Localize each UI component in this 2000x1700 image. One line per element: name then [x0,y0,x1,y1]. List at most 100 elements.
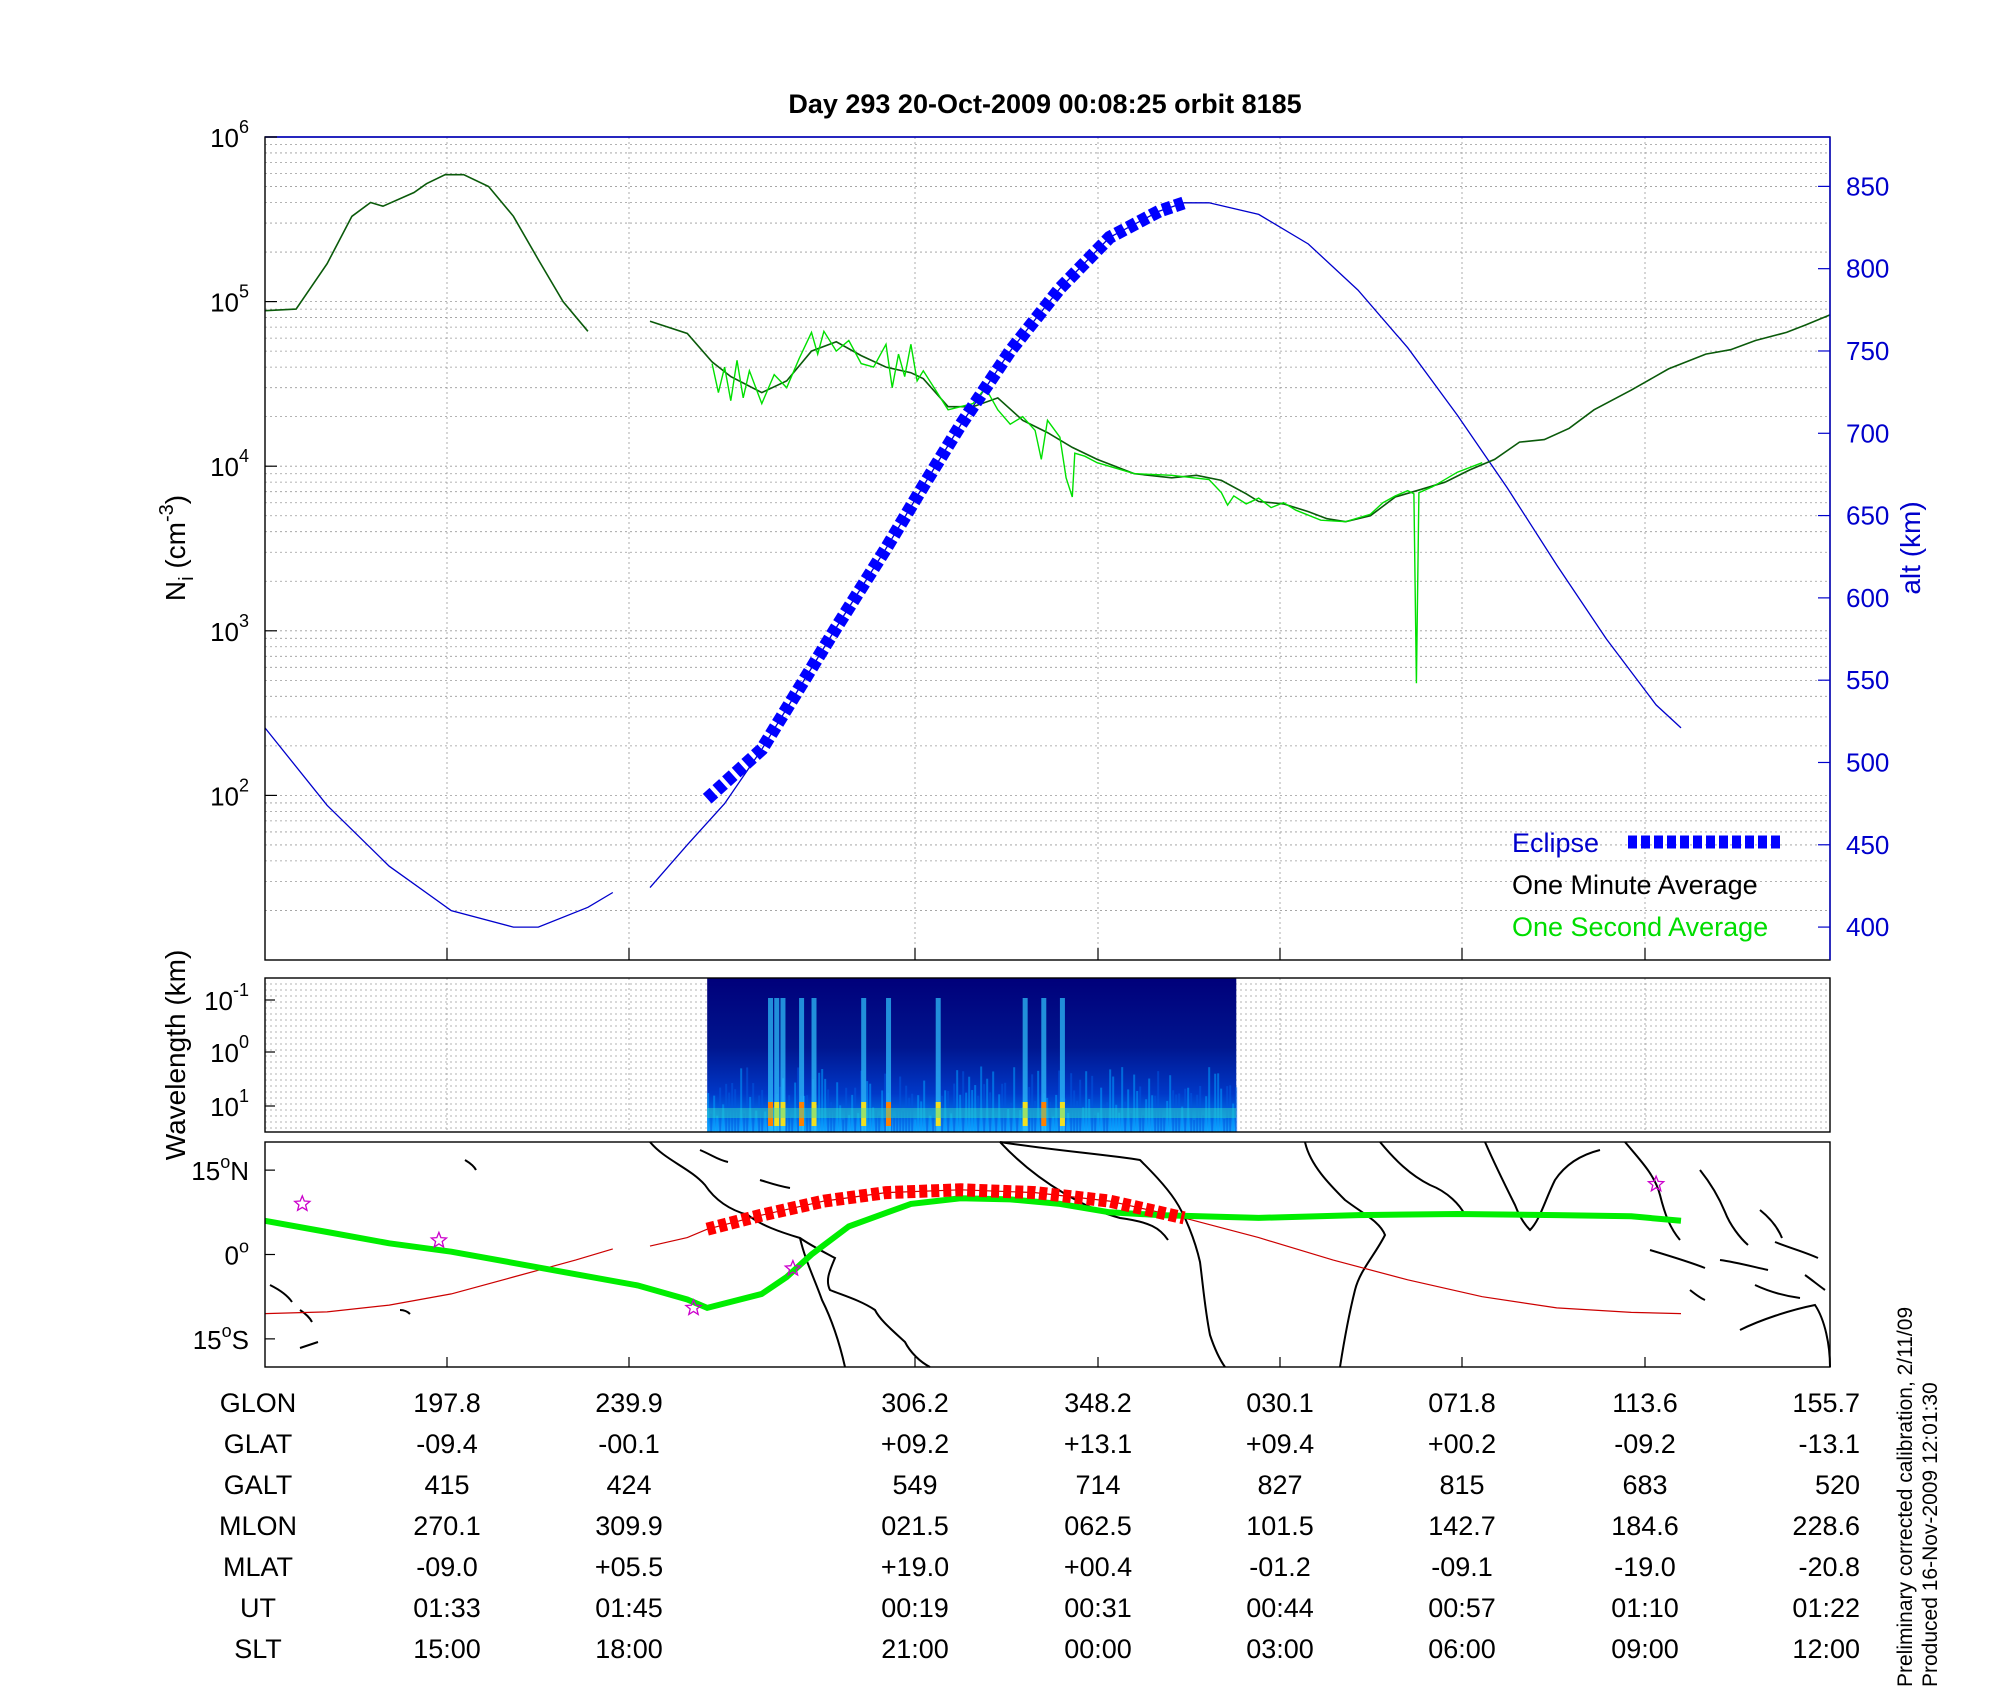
map-plot-area [265,1142,1830,1367]
spectrogram-streak [851,1094,854,1132]
density-plot-area [265,137,1830,960]
table-cell: +09.2 [881,1429,949,1459]
spectrogram-streak [1208,1067,1211,1132]
calibration-note: Preliminary corrected calibration, 2/11/… [1894,1307,1917,1687]
spectrogram-streak [827,1089,830,1132]
spectrogram-streak [710,1113,713,1132]
map-y-tick-label: 15oS [193,1321,249,1355]
chart-title: Day 293 20-Oct-2009 00:08:25 orbit 8185 [788,89,1301,119]
spectrogram-column [780,998,786,1132]
spectrogram-grid [265,978,1830,1132]
table-cell: 683 [1622,1470,1667,1500]
spectrogram-streak [1232,1103,1235,1132]
spectrogram-streak [956,1070,959,1132]
spectrogram-streak [1235,1087,1238,1132]
density-panel: 102 103 104 105 106 400 450 500 550 600 650 700 750… [156,117,1926,961]
spectrogram-streak [980,1066,983,1132]
spectrogram-streak [1187,1087,1190,1132]
spectrogram-streak [1217,1073,1220,1132]
table-cell: 239.9 [595,1388,663,1418]
spectrogram-streak [1058,1070,1061,1132]
spectrogram-streak [1190,1092,1193,1132]
map-y-tick-label: 0o [225,1237,249,1271]
spectrogram-streak [971,1090,974,1132]
spectrogram-streak [1130,1113,1133,1132]
spectrogram-streak [1052,1116,1055,1132]
spectrogram-streak [1040,1115,1043,1132]
spectrogram-streak [893,1116,896,1132]
spectrogram-streak [932,1115,935,1132]
spectrogram-streak [794,1082,797,1132]
minute-average-line [649,314,1831,523]
spectrogram-streak [737,1110,740,1132]
density-y-tick-label: 104 [210,446,249,482]
spectrogram-streak [1055,1094,1058,1132]
table-cell: 415 [424,1470,469,1500]
spectrogram-streak [857,1113,860,1132]
spectrogram-streak [1127,1089,1130,1132]
table-cell: 827 [1257,1470,1302,1500]
spectrogram-streak [1151,1095,1154,1132]
spectrogram-streak [830,1102,833,1132]
table-cell: +00.2 [1428,1429,1496,1459]
spectrogram-streak [1112,1076,1115,1132]
spectrogram-column [811,998,817,1132]
altitude-y-tick-label: 850 [1846,171,1889,201]
spectrogram-streak [1223,1118,1226,1132]
table-cell: -01.2 [1249,1552,1311,1582]
spectrogram-streak [1154,1095,1157,1132]
dip-equator-line [264,1195,1682,1312]
spectrogram-streak [806,1095,809,1132]
spectrogram-streak [965,1092,968,1132]
spectrogram-streak [1034,1101,1037,1132]
spectrogram-streak [803,1095,806,1132]
spectrogram-streak [920,1101,923,1132]
table-cell: +19.0 [881,1552,949,1582]
spectrogram-streak [1172,1090,1175,1132]
coastline-americas [649,1141,931,1368]
table-cell: +05.5 [595,1552,663,1582]
table-cell: -09.0 [416,1552,478,1582]
table-cell: 03:00 [1246,1634,1314,1664]
altitude-y-tick-label: 450 [1846,830,1889,860]
spectrogram-streak [761,1089,764,1132]
spectrogram-streak [992,1071,995,1132]
spectrogram-column [861,998,867,1132]
spectrogram-streak [869,1083,872,1132]
spectrogram-streak [848,1115,851,1132]
second-average-line [711,329,1483,684]
spectrogram-streak [779,1086,782,1132]
spectrogram-streak [905,1085,908,1132]
table-cell: 142.7 [1428,1511,1496,1541]
spectrogram-streak [716,1115,719,1132]
altitude-y-tick-label: 750 [1846,336,1889,366]
spectrogram-streak [995,1117,998,1132]
spectrogram-streak [758,1095,761,1132]
altitude-y-tick-label: 650 [1846,501,1889,531]
legend-eclipse-label: Eclipse [1512,828,1599,858]
table-cell: 00:57 [1428,1593,1496,1623]
spectrogram-streak [1001,1083,1004,1132]
spectrogram-streak [1211,1110,1214,1132]
spectrogram-streak [1013,1067,1016,1132]
map-y-ticks: 15oN 0o 15oS [191,1152,1646,1367]
spectrogram-streak [1100,1087,1103,1132]
spectrogram-streak [764,1111,767,1132]
spectrogram-streak [950,1113,953,1132]
table-cell: -13.1 [1798,1429,1860,1459]
density-y-tick-label: 102 [210,775,249,811]
spectrogram-streak [1142,1115,1145,1132]
spectrogram-streak [1139,1086,1142,1132]
table-cell: 309.9 [595,1511,663,1541]
legend: Eclipse One Minute Average One Second Av… [1512,828,1780,942]
spectrogram-streak [1109,1069,1112,1132]
spectrogram-streak [1070,1073,1073,1132]
spectrogram-streak [917,1095,920,1132]
spectrogram-streak [1157,1071,1160,1132]
legend-minute-label: One Minute Average [1512,870,1758,900]
minute-average-series [264,173,1831,523]
spectrogram-streak [1085,1071,1088,1132]
spectrogram-streak [1028,1087,1031,1132]
altitude-y-tick-label: 700 [1846,418,1889,448]
